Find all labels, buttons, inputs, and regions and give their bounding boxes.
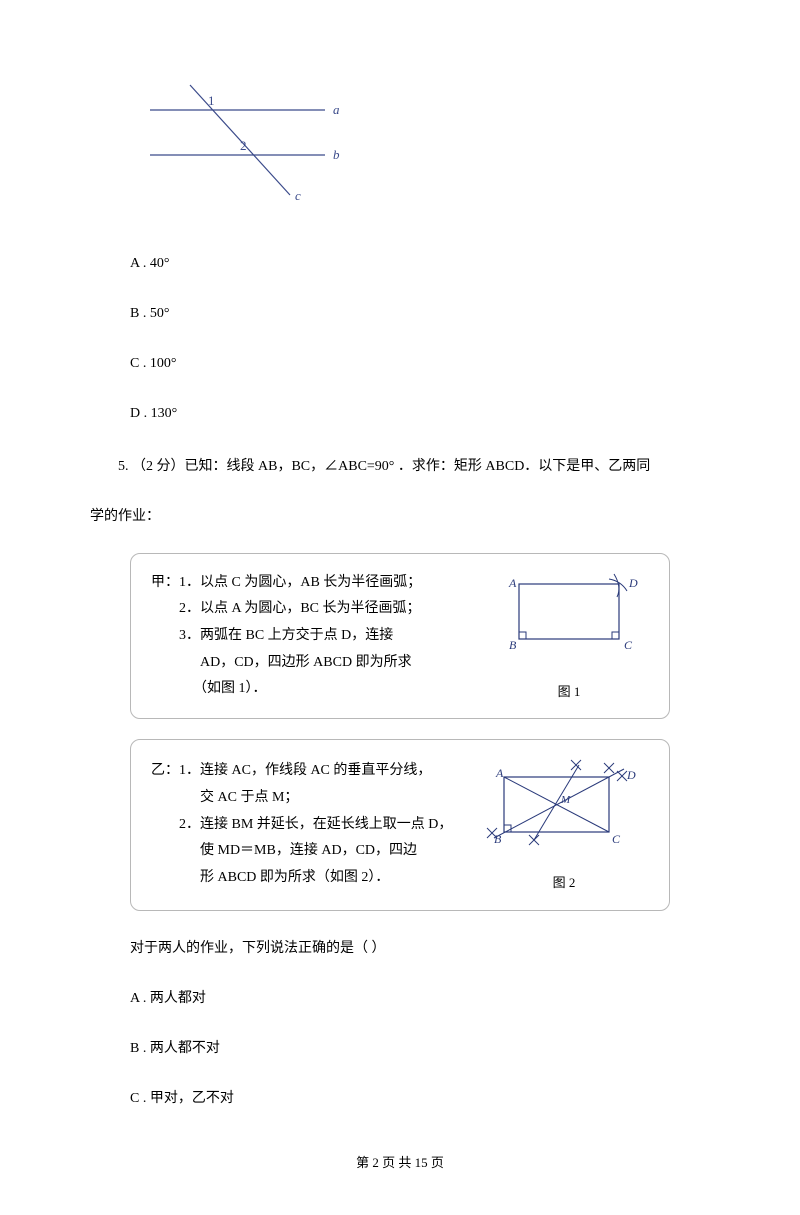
q5-option-b: B . 两人都不对 — [130, 1036, 710, 1061]
c2-step1b: 交 AC 于点 M； — [200, 790, 298, 805]
rect-construction-2: A D B C M — [479, 755, 649, 855]
c1-caption: 图 1 — [489, 680, 649, 703]
label-angle1: 1 — [208, 93, 215, 108]
page-content: a b c 1 2 A . 40° B . 50° C . 100° D . 1… — [0, 0, 800, 1215]
perp-bisector — [534, 765, 579, 840]
c2-label-M: M — [560, 794, 571, 806]
c1-label-B: B — [509, 638, 517, 652]
footer-total: 15 — [415, 1155, 428, 1170]
c2-step2c: 形 ABCD 即为所求（如图 2）． — [200, 870, 389, 885]
c2-step2b: 使 MD＝MB，连接 AD，CD，四边 — [200, 843, 417, 858]
label-c: c — [295, 188, 301, 203]
c1-label-C: C — [624, 638, 633, 652]
c2-step1: 1．连接 AC，作线段 AC 的垂直平分线， — [179, 763, 431, 778]
angle-mark-c — [612, 632, 619, 639]
label-a: a — [333, 102, 340, 117]
rect1 — [519, 584, 619, 639]
construction-box-2: 乙：1．连接 AC，作线段 AC 的垂直平分线， 乙：1．交 AC 于点 M； … — [130, 739, 670, 910]
construction2-text: 乙：1．连接 AC，作线段 AC 的垂直平分线， 乙：1．交 AC 于点 M； … — [151, 758, 469, 891]
c1-label-D: D — [628, 576, 638, 590]
footer-suffix: 页 — [428, 1155, 444, 1170]
c2-person: 乙： — [151, 763, 179, 778]
c1-person: 甲： — [151, 575, 179, 590]
arc1 — [609, 579, 627, 591]
q4-option-c: C . 100° — [130, 351, 710, 376]
c1-step3c: （如图 1）． — [200, 681, 267, 696]
arc2 — [614, 574, 619, 597]
parallel-lines-diagram: a b c 1 2 — [130, 80, 350, 210]
construction1-figure: A D B C 图 1 — [489, 569, 649, 703]
construction1-text: 甲：1．以点 C 为圆心，AB 长为半径画弧； 甲：2．以点 A 为圆心，BC … — [151, 570, 479, 703]
construction2-figure: A D B C M 图 2 — [479, 755, 649, 894]
c1-step1: 1．以点 C 为圆心，AB 长为半径画弧； — [179, 575, 421, 590]
c2-step2: 2．连接 BM 并延长，在延长线上取一点 D， — [179, 817, 452, 832]
c1-label-A: A — [508, 576, 517, 590]
q5-option-a: A . 两人都对 — [130, 986, 710, 1011]
c2-label-B: B — [494, 832, 502, 846]
footer-mid: 页 共 — [379, 1155, 415, 1170]
q5-text-line2: 学的作业： — [90, 502, 710, 533]
footer-prefix: 第 — [356, 1155, 372, 1170]
c1-step3: 3．两弧在 BC 上方交于点 D，连接 — [179, 628, 393, 643]
c2-label-C: C — [612, 832, 621, 846]
rect-construction-1: A D B C — [489, 569, 649, 664]
q4-option-d: D . 130° — [130, 401, 710, 426]
label-b: b — [333, 147, 340, 162]
label-angle2: 2 — [240, 138, 247, 153]
q4-figure: a b c 1 2 — [130, 80, 710, 221]
q4-option-b: B . 50° — [130, 301, 710, 326]
diag-bd — [494, 769, 624, 838]
angle-mark-b — [519, 632, 526, 639]
c2-caption: 图 2 — [479, 871, 649, 894]
q5-text-line1: 5. （2 分）已知：线段 AB，BC，∠ABC=90° ．求作：矩形 ABCD… — [90, 452, 710, 483]
c1-step2: 2．以点 A 为圆心，BC 长为半径画弧； — [179, 601, 421, 616]
c2-label-A: A — [495, 766, 504, 780]
c2-label-D: D — [626, 768, 636, 782]
page-footer: 第 2 页 共 15 页 — [90, 1151, 710, 1174]
c1-step3b: AD，CD，四边形 ABCD 即为所求 — [200, 655, 412, 670]
q5-option-c: C . 甲对，乙不对 — [130, 1086, 710, 1111]
construction-box-1: 甲：1．以点 C 为圆心，AB 长为半径画弧； 甲：2．以点 A 为圆心，BC … — [130, 553, 670, 719]
q4-option-a: A . 40° — [130, 251, 710, 276]
q5-followup: 对于两人的作业，下列说法正确的是（ ） — [130, 936, 710, 961]
